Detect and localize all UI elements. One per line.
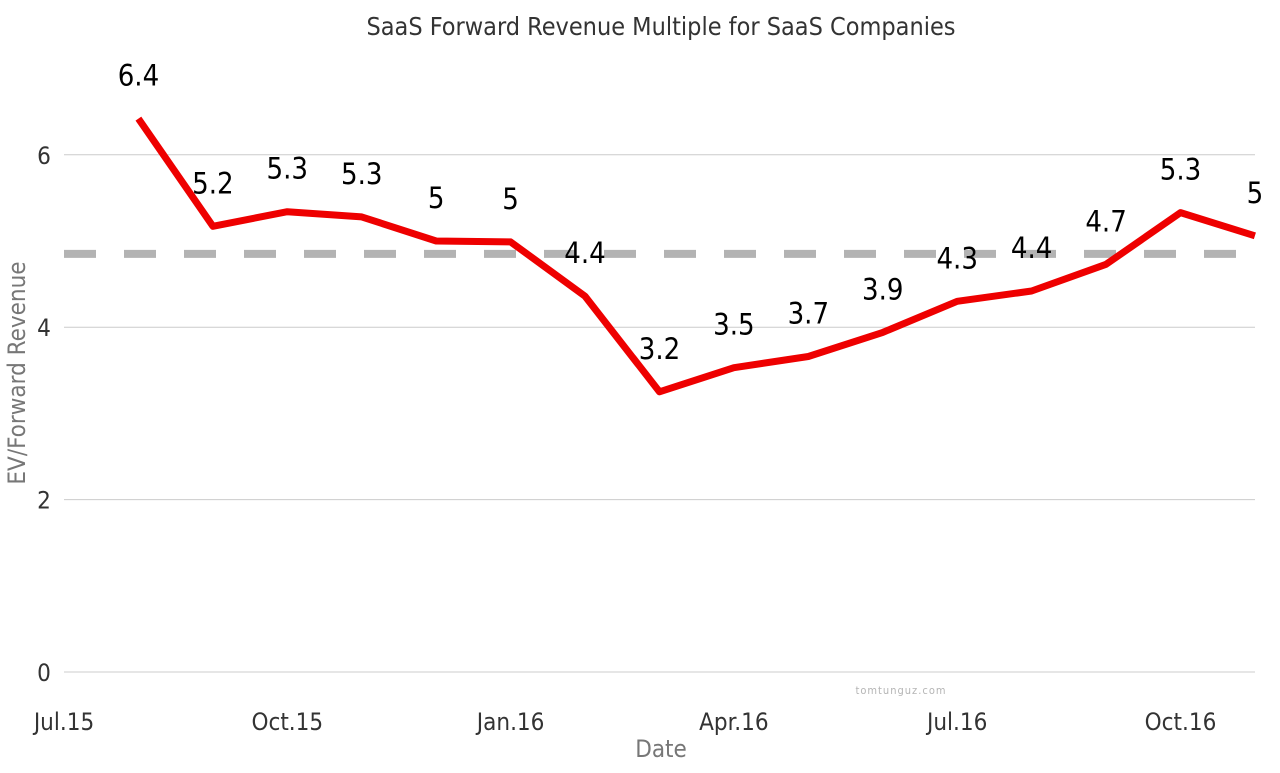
- x-tick-label: Jan.16: [475, 708, 545, 736]
- data-label: 4.4: [564, 236, 605, 270]
- data-point: [880, 329, 886, 335]
- y-tick-label: 6: [37, 142, 51, 170]
- data-label: 5.3: [267, 152, 308, 186]
- x-tick-label: Jul.16: [925, 708, 987, 736]
- data-label: 6.4: [118, 59, 159, 93]
- data-point: [1252, 233, 1258, 239]
- data-point: [359, 214, 365, 220]
- data-point: [1103, 261, 1109, 267]
- y-tick-label: 4: [37, 314, 51, 342]
- data-label: 5: [502, 182, 519, 216]
- x-tick-label: Apr.16: [699, 708, 768, 736]
- data-point: [135, 116, 141, 122]
- data-label: 5.3: [341, 157, 382, 191]
- data-point: [508, 239, 514, 245]
- data-point: [210, 223, 216, 229]
- data-point: [805, 354, 811, 360]
- x-axis-label: Date: [635, 735, 687, 763]
- watermark: tomtunguz.com: [855, 684, 946, 697]
- x-tick-label: Oct.15: [251, 708, 323, 736]
- data-point: [433, 238, 439, 244]
- chart-title: SaaS Forward Revenue Multiple for SaaS C…: [366, 12, 955, 41]
- data-label: 4.7: [1085, 204, 1126, 238]
- data-label: 4.4: [1011, 231, 1052, 265]
- data-point: [582, 293, 588, 299]
- data-point: [284, 209, 290, 215]
- data-point: [1029, 288, 1035, 294]
- series-line: [135, 116, 1256, 396]
- data-label: 3.9: [862, 272, 903, 306]
- data-label: 5: [428, 181, 445, 215]
- data-label: 3.5: [713, 308, 754, 342]
- data-point: [656, 389, 662, 395]
- data-label: 3.7: [788, 297, 829, 331]
- x-tick-label: Oct.16: [1145, 708, 1217, 736]
- data-label: 4.3: [936, 241, 977, 275]
- data-point: [954, 298, 960, 304]
- y-axis-label: EV/Forward Revenue: [3, 261, 31, 484]
- data-point: [731, 365, 737, 371]
- y-tick-label: 0: [37, 659, 51, 687]
- data-point: [1178, 210, 1184, 216]
- data-label: 5: [1247, 176, 1264, 210]
- data-label: 5.2: [192, 166, 233, 200]
- x-tick-label: Jul.15: [32, 708, 94, 736]
- data-label: 3.2: [639, 332, 680, 366]
- data-label: 5.3: [1160, 153, 1201, 187]
- y-tick-label: 2: [37, 487, 51, 515]
